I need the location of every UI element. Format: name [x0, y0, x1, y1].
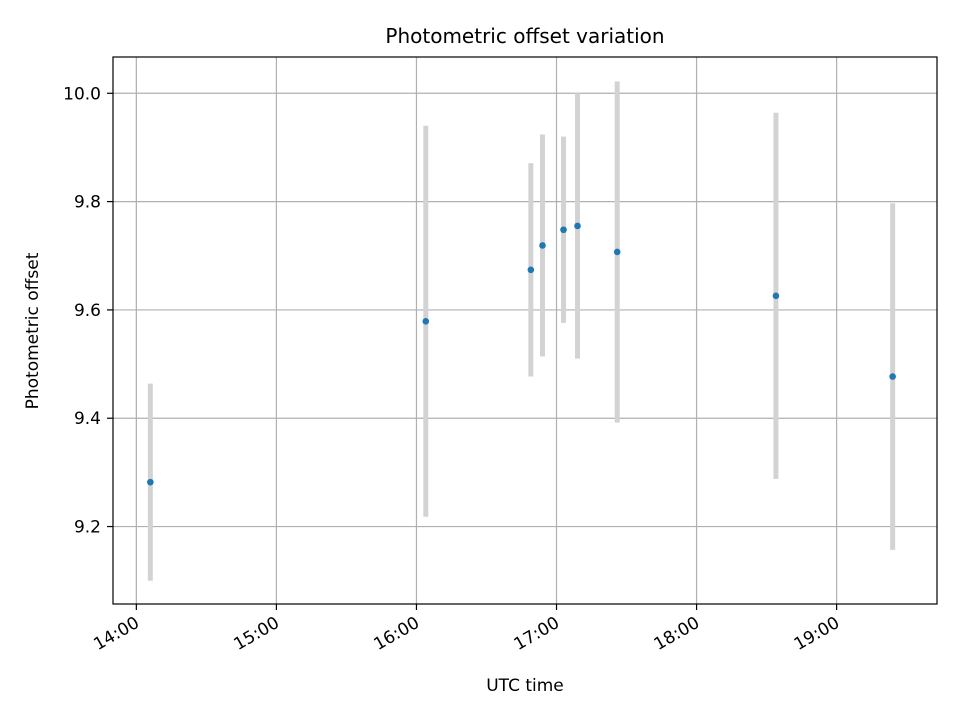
y-axis: 9.2 9.4 9.6 9.8 10.0	[63, 84, 113, 538]
y-tick-label: 10.0	[63, 84, 101, 104]
data-point	[613, 248, 621, 256]
x-axis-label: UTC time	[486, 676, 564, 696]
y-tick-label: 9.6	[74, 301, 101, 321]
y-tick-label: 9.8	[74, 193, 101, 213]
grid	[113, 57, 937, 604]
data-point	[889, 373, 896, 380]
data-point	[574, 222, 581, 230]
data-point	[772, 292, 780, 300]
y-tick-label: 9.4	[74, 409, 101, 429]
chart-title: Photometric offset variation	[385, 24, 664, 48]
data-point	[539, 242, 546, 249]
data-point	[560, 226, 567, 234]
data-point	[527, 266, 535, 274]
y-axis-label: Photometric offset	[23, 252, 43, 409]
y-tick-label: 9.2	[74, 518, 101, 538]
plot-frame	[112, 56, 938, 605]
data-point	[147, 478, 154, 486]
data-points	[147, 222, 896, 486]
data-point	[422, 317, 430, 325]
